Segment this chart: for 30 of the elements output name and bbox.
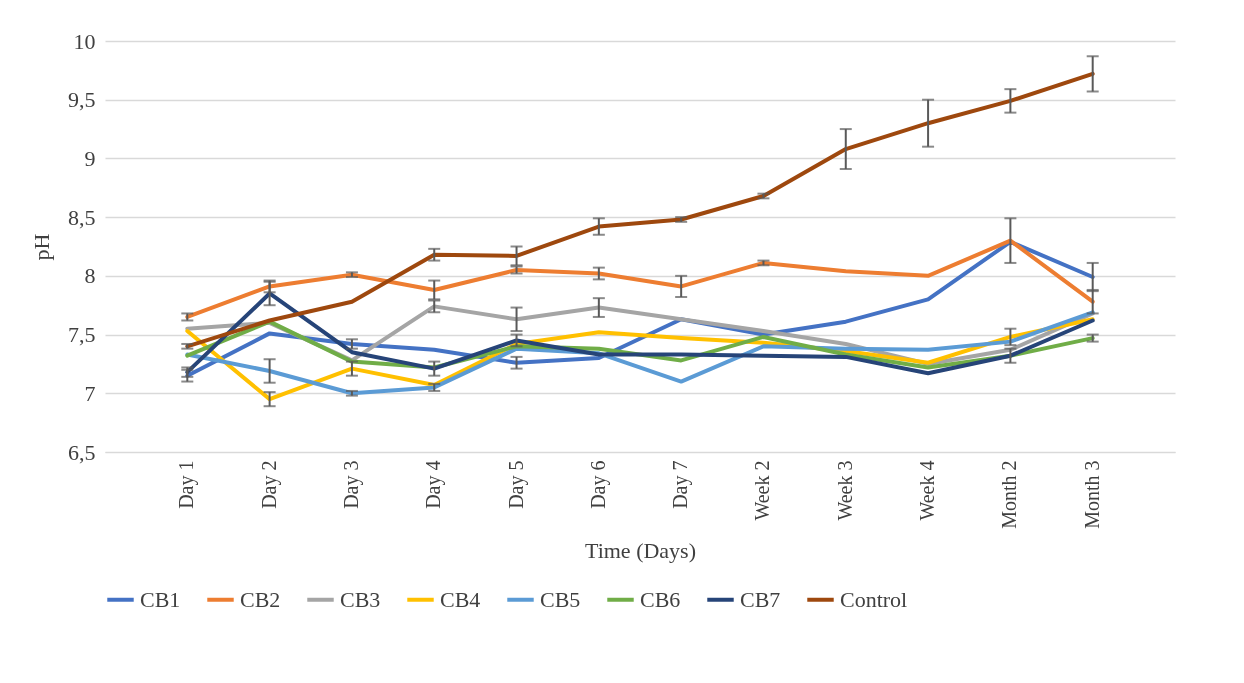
- y-tick-label: 6,5: [68, 439, 96, 465]
- y-tick-label: 10: [73, 28, 96, 54]
- legend-label: Control: [840, 586, 908, 612]
- y-axis-title: pH: [29, 233, 54, 261]
- x-tick-label: Day 1: [175, 460, 199, 509]
- x-tick-label: Day 6: [586, 460, 610, 509]
- legend-label: CB4: [440, 586, 481, 612]
- legend-label: CB1: [140, 586, 181, 612]
- y-tick-label: 8,5: [68, 204, 96, 230]
- x-tick-label: Day 5: [504, 460, 528, 509]
- x-axis-title: Time (Days): [584, 537, 697, 563]
- x-tick-label: Week 3: [833, 460, 856, 521]
- y-tick-label: 7: [84, 380, 96, 406]
- x-tick-label: Month 3: [1080, 460, 1103, 529]
- x-tick-label: Day 2: [257, 460, 281, 509]
- y-tick-label: 9: [84, 145, 96, 171]
- x-tick-label: Week 4: [916, 460, 939, 521]
- legend-label: CB3: [340, 586, 381, 612]
- x-tick-label: Day 7: [669, 460, 693, 509]
- legend-label: CB2: [240, 586, 281, 612]
- x-tick-label: Day 3: [339, 460, 363, 509]
- y-tick-label: 8: [84, 263, 96, 289]
- legend-label: CB7: [740, 586, 781, 612]
- x-tick-label: Month 2: [998, 460, 1021, 529]
- x-tick-label: Week 2: [751, 460, 774, 521]
- legend-label: CB5: [540, 586, 581, 612]
- x-tick-label: Day 4: [422, 460, 446, 509]
- y-tick-label: 9,5: [68, 87, 96, 113]
- legend-label: CB6: [640, 586, 681, 612]
- y-tick-label: 7,5: [68, 322, 96, 348]
